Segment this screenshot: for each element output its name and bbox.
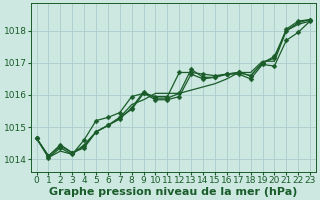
X-axis label: Graphe pression niveau de la mer (hPa): Graphe pression niveau de la mer (hPa) [49, 187, 298, 197]
